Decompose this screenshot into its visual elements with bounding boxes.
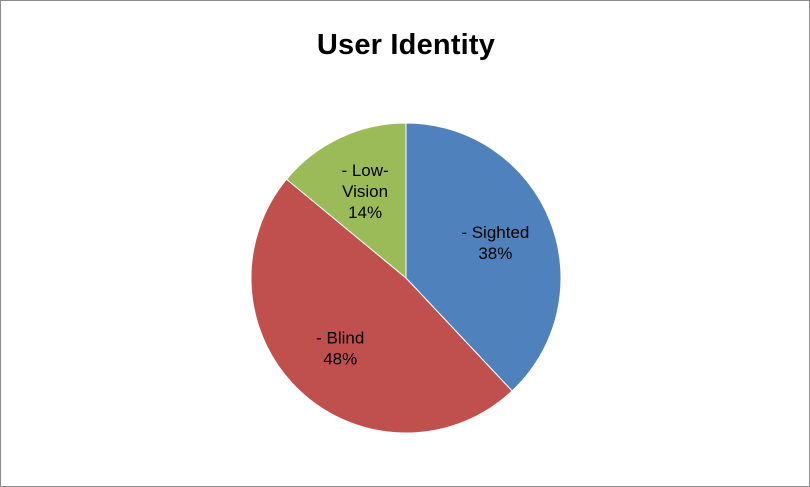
chart-title: User Identity [316,29,496,61]
pie-slice [285,122,407,280]
slice-data-label: - Sighted 38% [461,223,529,263]
slice-data-label: - Low-Vision 14% [341,161,388,222]
slice-data-label: - Blind 48% [316,329,364,369]
pie-slice [250,178,513,434]
pie-slice [405,122,562,392]
